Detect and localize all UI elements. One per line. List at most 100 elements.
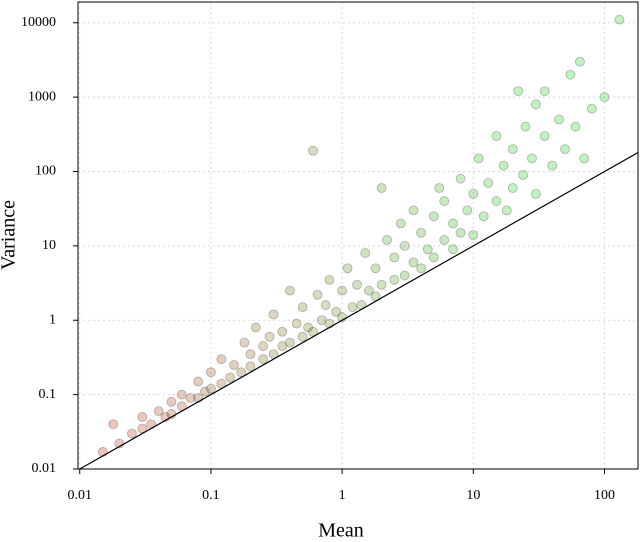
point [455, 227, 466, 238]
point [268, 309, 279, 320]
point [473, 153, 484, 164]
point [250, 322, 261, 333]
point [206, 383, 216, 394]
point [236, 367, 247, 378]
point [291, 318, 302, 329]
x-tick-label: 0.01 [67, 488, 92, 503]
point [462, 205, 473, 216]
y-tick-label: 10 [42, 238, 56, 253]
point [193, 376, 204, 387]
point [434, 183, 445, 193]
point [468, 188, 479, 199]
point [376, 183, 387, 193]
x-tick-label: 10 [466, 488, 480, 503]
point [229, 360, 239, 370]
point [312, 289, 323, 300]
point [389, 274, 400, 285]
point [239, 337, 250, 348]
point [483, 178, 494, 188]
point [389, 252, 400, 263]
point [575, 56, 585, 67]
point [448, 218, 458, 229]
x-tick-label: 0.1 [202, 488, 220, 503]
point [520, 121, 531, 132]
point [478, 211, 489, 222]
point [185, 393, 196, 403]
point [376, 279, 387, 290]
reference-line [79, 151, 639, 470]
point [498, 160, 509, 171]
point [258, 341, 269, 351]
point [382, 235, 392, 245]
point [491, 131, 502, 141]
y-tick-label: 10000 [21, 15, 56, 30]
point [245, 361, 256, 372]
point [264, 331, 275, 342]
y-tick-label: 0.01 [32, 461, 57, 476]
x-axis-title: Mean [318, 520, 364, 542]
point [579, 153, 590, 164]
point [347, 302, 358, 313]
point [297, 302, 308, 313]
point [360, 248, 371, 258]
point [560, 144, 570, 154]
point [297, 331, 308, 342]
point [324, 274, 335, 285]
point [127, 428, 137, 439]
plot-frame [77, 1, 639, 470]
point [395, 218, 406, 229]
point [153, 406, 164, 417]
x-tick-label: 100 [594, 488, 615, 503]
point [285, 337, 295, 348]
point [554, 114, 564, 125]
point [245, 349, 256, 360]
point [599, 92, 610, 103]
point [539, 131, 550, 141]
point [337, 285, 348, 296]
point [416, 227, 427, 238]
point [342, 263, 353, 274]
point [507, 183, 518, 193]
point [320, 300, 331, 310]
point [428, 211, 439, 222]
point [108, 419, 119, 430]
point [258, 354, 269, 365]
point [97, 446, 108, 457]
point [316, 315, 327, 326]
point [614, 14, 625, 25]
point [448, 244, 458, 255]
point [565, 69, 576, 80]
point [364, 285, 374, 296]
point [206, 367, 216, 378]
point [370, 263, 381, 274]
y-axis-title: Variance [0, 200, 20, 270]
point [176, 389, 187, 400]
point [200, 386, 210, 397]
point [416, 263, 427, 274]
point [277, 326, 288, 337]
point [539, 86, 550, 97]
point [586, 103, 597, 114]
point [531, 99, 541, 110]
point [527, 153, 537, 164]
point [501, 205, 512, 216]
point [518, 169, 529, 180]
point [303, 322, 313, 333]
point [277, 341, 288, 351]
point [468, 230, 479, 240]
point [408, 205, 419, 216]
point [308, 145, 318, 156]
point [225, 372, 236, 383]
point [408, 257, 419, 268]
point [455, 173, 466, 184]
point [352, 279, 362, 290]
point [507, 144, 518, 154]
point [285, 285, 295, 296]
point [547, 160, 558, 171]
point [491, 196, 502, 206]
point [399, 240, 410, 251]
point [331, 306, 342, 317]
point [399, 270, 410, 281]
y-tick-label: 0.1 [39, 387, 57, 402]
